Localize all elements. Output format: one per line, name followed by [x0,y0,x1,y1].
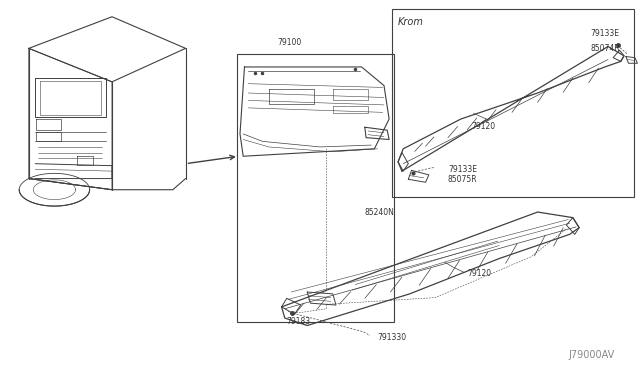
Bar [237,54,394,322]
Bar [392,9,634,197]
Text: 79133E: 79133E [590,29,619,38]
Text: 85075R: 85075R [448,175,477,184]
Text: J79000AV: J79000AV [568,350,614,360]
Text: Krom: Krom [398,17,424,27]
Text: 79120: 79120 [467,269,492,278]
Text: 79120: 79120 [471,122,495,131]
Text: 79100: 79100 [277,38,301,46]
Text: 85240N: 85240N [365,208,395,217]
Text: 79133E: 79133E [448,165,477,174]
Text: 791330: 791330 [378,333,407,342]
Text: 85074R: 85074R [590,44,620,53]
Text: 79183: 79183 [286,317,310,326]
